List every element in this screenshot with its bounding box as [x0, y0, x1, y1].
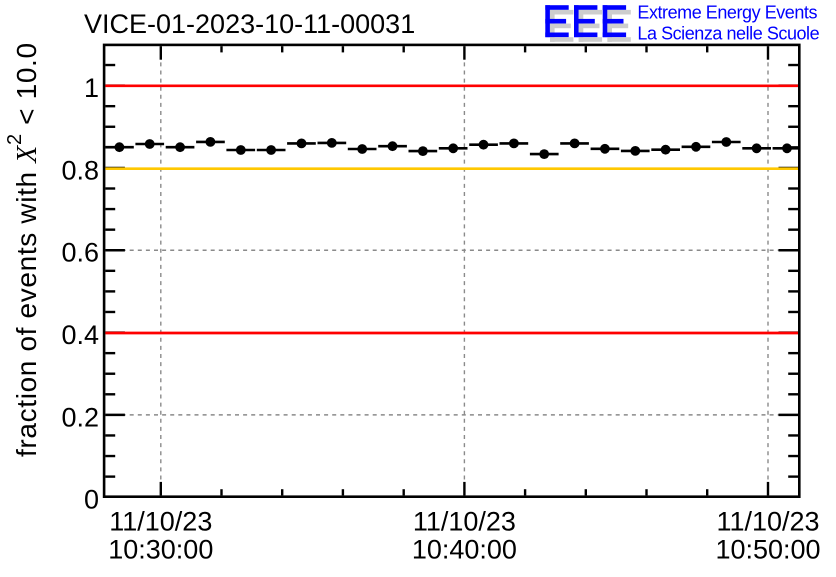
svg-text:0.2: 0.2 [61, 402, 99, 432]
svg-text:11/10/23: 11/10/23 [413, 506, 516, 536]
svg-text:11/10/23: 11/10/23 [716, 506, 819, 536]
svg-text:1: 1 [84, 73, 99, 103]
svg-text:11/10/23: 11/10/23 [109, 506, 212, 536]
svg-text:fraction of events with X2 < 1: fraction of events with X2 < 10.0 [4, 42, 43, 457]
svg-text:0.8: 0.8 [61, 155, 99, 185]
svg-text:10:50:00: 10:50:00 [715, 535, 820, 565]
svg-text:10:40:00: 10:40:00 [412, 535, 517, 565]
svg-text:VICE-01-2023-10-11-00031: VICE-01-2023-10-11-00031 [84, 9, 415, 39]
svg-text:0: 0 [84, 485, 99, 515]
svg-text:0.6: 0.6 [61, 238, 99, 268]
svg-text:0.4: 0.4 [61, 320, 99, 350]
svg-text:10:30:00: 10:30:00 [108, 535, 213, 565]
svg-text:La Scienza nelle Scuole: La Scienza nelle Scuole [637, 23, 819, 43]
svg-text:Extreme Energy Events: Extreme Energy Events [637, 3, 817, 23]
